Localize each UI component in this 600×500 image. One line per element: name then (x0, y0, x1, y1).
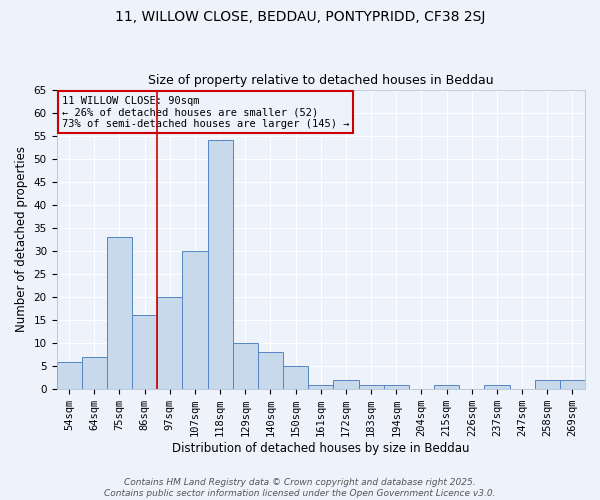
Bar (182, 251, 208, 389)
Bar (208, 140, 233, 389)
Bar (334, 380, 359, 389)
Bar (107, 237, 132, 389)
X-axis label: Distribution of detached houses by size in Beddau: Distribution of detached houses by size … (172, 442, 470, 455)
Bar (233, 343, 258, 389)
Bar (383, 384, 409, 389)
Bar (283, 366, 308, 389)
Bar (157, 297, 182, 389)
Bar (82, 357, 107, 389)
Text: Contains HM Land Registry data © Crown copyright and database right 2025.
Contai: Contains HM Land Registry data © Crown c… (104, 478, 496, 498)
Bar (535, 380, 560, 389)
Bar (560, 380, 585, 389)
Bar (132, 316, 157, 389)
Title: Size of property relative to detached houses in Beddau: Size of property relative to detached ho… (148, 74, 494, 87)
Text: 11, WILLOW CLOSE, BEDDAU, PONTYPRIDD, CF38 2SJ: 11, WILLOW CLOSE, BEDDAU, PONTYPRIDD, CF… (115, 10, 485, 24)
Bar (434, 384, 459, 389)
Bar (484, 384, 509, 389)
Bar (258, 352, 283, 389)
Bar (359, 384, 383, 389)
Bar (56, 362, 82, 389)
Bar (308, 384, 334, 389)
Y-axis label: Number of detached properties: Number of detached properties (15, 146, 28, 332)
Text: 11 WILLOW CLOSE: 90sqm
← 26% of detached houses are smaller (52)
73% of semi-det: 11 WILLOW CLOSE: 90sqm ← 26% of detached… (62, 96, 349, 128)
